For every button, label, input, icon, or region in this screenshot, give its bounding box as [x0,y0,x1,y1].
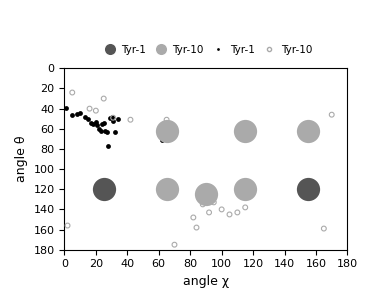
Point [90,121,96,126]
Point [98,128,104,133]
Point [88,120,94,125]
Point [104,129,110,134]
Point [226,212,232,217]
Point [190,215,196,220]
Point [101,96,107,101]
Point [234,210,240,215]
Point [242,187,248,192]
Point [128,117,134,122]
Point [110,115,116,120]
Legend: Tyr-1, Tyr-10, Tyr-1, Tyr-10: Tyr-1, Tyr-10, Tyr-1, Tyr-10 [100,45,312,55]
Point [85,116,91,121]
Point [106,144,112,148]
Point [99,121,105,126]
Point [162,191,168,196]
Point [164,187,170,192]
Point [194,225,200,230]
Point [93,108,99,113]
Point [321,226,327,231]
Point [93,119,99,124]
Point [219,207,225,212]
Point [329,112,335,117]
Point [159,138,165,142]
Point [206,210,212,215]
Y-axis label: angle θ: angle θ [15,136,28,182]
Point [101,187,107,192]
Point [172,242,178,247]
Point [63,105,69,110]
Point [69,90,75,95]
Point [96,126,102,131]
Point [107,115,113,120]
Point [69,112,75,117]
Point [102,128,108,133]
Point [101,120,107,125]
Point [109,114,115,119]
Point [164,128,170,133]
Point [94,122,100,127]
Point [115,116,121,121]
Point [203,192,209,197]
Point [110,118,116,123]
Point [82,114,88,119]
X-axis label: angle χ: angle χ [183,275,229,288]
Point [305,187,311,192]
Point [74,111,80,116]
Point [242,205,248,210]
Point [200,202,206,207]
Point [112,129,118,134]
Point [242,128,248,133]
Point [203,194,209,199]
Point [305,128,311,133]
Point [211,200,217,205]
Point [87,106,93,111]
Point [65,223,70,228]
Point [77,110,83,115]
Point [164,117,170,122]
